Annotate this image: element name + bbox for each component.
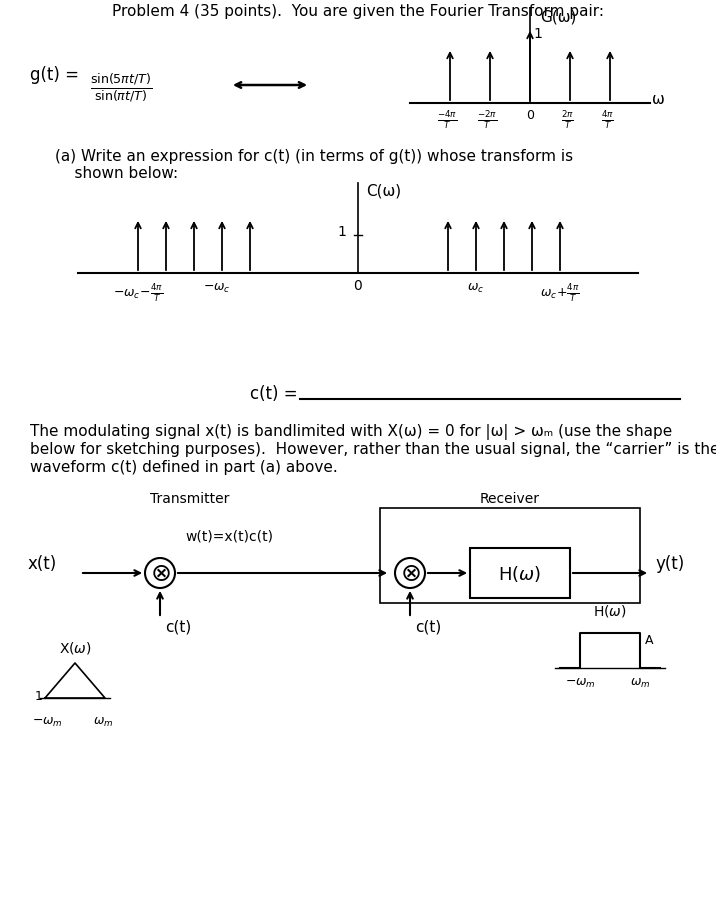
Text: 0: 0 (526, 109, 534, 122)
Text: $\otimes$: $\otimes$ (150, 562, 170, 585)
Text: C(ω): C(ω) (366, 184, 401, 199)
Text: c(t) =: c(t) = (250, 385, 303, 403)
Text: Receiver: Receiver (480, 491, 540, 506)
Text: $\frac{4\pi}{T}$: $\frac{4\pi}{T}$ (601, 109, 614, 131)
Text: g(t) =: g(t) = (30, 66, 84, 84)
Text: $\frac{-2\pi}{T}$: $\frac{-2\pi}{T}$ (477, 109, 497, 131)
Text: H($\omega$): H($\omega$) (498, 563, 541, 583)
Text: $\frac{\sin(5\pi t/T)}{\sin(\pi t/T)}$: $\frac{\sin(5\pi t/T)}{\sin(\pi t/T)}$ (90, 72, 153, 105)
Text: ω: ω (652, 91, 664, 107)
Text: w(t)=x(t)c(t): w(t)=x(t)c(t) (185, 529, 273, 544)
Text: 0: 0 (354, 279, 362, 293)
Text: c(t): c(t) (165, 619, 191, 633)
Text: The modulating signal x(t) is bandlimited with X(ω) = 0 for |ω| > ωₘ (use the sh: The modulating signal x(t) is bandlimite… (30, 424, 716, 474)
Text: $\frac{2\pi}{T}$: $\frac{2\pi}{T}$ (561, 109, 574, 131)
Text: H($\omega$): H($\omega$) (593, 602, 626, 619)
Text: $\omega_c$: $\omega_c$ (468, 282, 485, 294)
Text: $-\omega_c\!-\!\frac{4\pi}{T}$: $-\omega_c\!-\!\frac{4\pi}{T}$ (113, 282, 163, 303)
Text: $\omega_c\!+\!\frac{4\pi}{T}$: $\omega_c\!+\!\frac{4\pi}{T}$ (540, 282, 580, 303)
Text: $\frac{-4\pi}{T}$: $\frac{-4\pi}{T}$ (437, 109, 457, 131)
Text: $-\omega_m$: $-\omega_m$ (32, 715, 62, 729)
Text: $\otimes$: $\otimes$ (400, 562, 420, 585)
Text: y(t): y(t) (655, 554, 684, 573)
FancyBboxPatch shape (470, 548, 570, 599)
Text: $\omega_m$: $\omega_m$ (93, 715, 113, 729)
Text: 1: 1 (533, 27, 542, 41)
FancyBboxPatch shape (380, 508, 640, 603)
Text: G(ω): G(ω) (540, 9, 576, 24)
Text: Problem 4 (35 points).  You are given the Fourier Transform pair:: Problem 4 (35 points). You are given the… (112, 4, 604, 19)
Text: x(t): x(t) (28, 554, 57, 573)
Text: $-\omega_m$: $-\omega_m$ (565, 676, 596, 689)
Text: 1: 1 (337, 225, 346, 238)
Text: 1: 1 (35, 690, 43, 703)
Text: X($\omega$): X($\omega$) (59, 639, 92, 656)
Text: (a) Write an expression for c(t) (in terms of g(t)) whose transform is
    shown: (a) Write an expression for c(t) (in ter… (55, 149, 573, 182)
Text: A: A (645, 633, 654, 647)
Text: $-\omega_c$: $-\omega_c$ (203, 282, 231, 294)
Text: $\omega_m$: $\omega_m$ (630, 676, 650, 689)
Text: c(t): c(t) (415, 619, 441, 633)
Text: Transmitter: Transmitter (150, 491, 230, 506)
